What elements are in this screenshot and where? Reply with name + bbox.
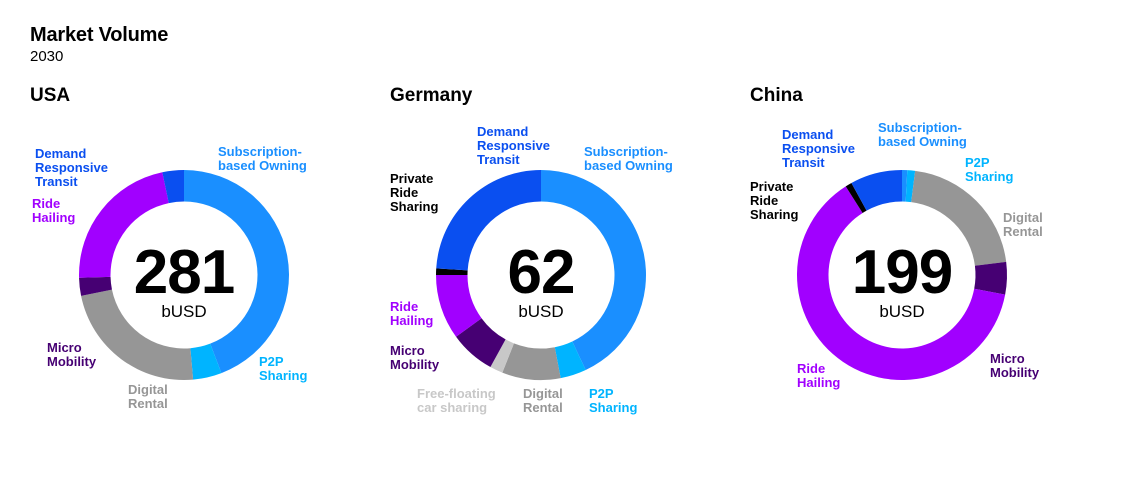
- china-label-private-ride-sharing: Private Ride Sharing: [750, 179, 799, 222]
- china-label-demand-responsive-transit: Demand Responsive Transit: [782, 127, 855, 170]
- usa-label-ride-hailing: Ride Hailing: [32, 196, 76, 225]
- donut-segment-private-ride-sharing: [845, 182, 867, 213]
- donut-segment-subscription-based-owning: [184, 170, 289, 374]
- usa-unit: bUSD: [161, 302, 207, 321]
- chart-title: Market Volume: [30, 24, 169, 46]
- donut-segment-subscription-based-owning: [902, 170, 908, 202]
- donut-segment-demand-responsive-transit: [162, 170, 184, 204]
- germany-label-ride-hailing: Ride Hailing: [390, 299, 434, 328]
- germany-label-p2p-sharing: P2P Sharing: [589, 386, 638, 415]
- germany-label-subscription-based-owning: Subscription- based Owning: [584, 144, 673, 173]
- donut-segment-digital-rental: [502, 343, 561, 380]
- usa-donut: [79, 170, 289, 380]
- usa-label-subscription-based-owning: Subscription- based Owning: [218, 144, 307, 173]
- donut-segment-micro-mobility: [79, 276, 112, 296]
- chart-subtitle: 2030: [30, 48, 64, 65]
- germany-label-micro-mobility: Micro Mobility: [390, 343, 440, 372]
- usa-panel: USA 281 bUSD Demand Responsive Transit S…: [0, 0, 340, 484]
- donut-segment-free-floating-car-sharing: [490, 339, 514, 373]
- donut-segment-p2p-sharing: [190, 343, 222, 380]
- china-label-digital-rental: Digital Rental: [1003, 210, 1043, 239]
- germany-panel: Germany 62 bUSD Private Ride Sharing Dem…: [360, 0, 700, 484]
- donut-segment-subscription-based-owning: [541, 170, 646, 371]
- country-title-usa: USA: [30, 85, 71, 106]
- germany-label-digital-rental: Digital Rental: [523, 386, 563, 415]
- usa-label-p2p-sharing: P2P Sharing: [259, 354, 308, 383]
- usa-label-digital-rental: Digital Rental: [128, 382, 168, 411]
- china-donut: [797, 170, 1007, 380]
- germany-label-demand-responsive-transit: Demand Responsive Transit: [477, 124, 550, 167]
- country-title-germany: Germany: [390, 85, 473, 106]
- china-panel: China 199 bUSD Demand Responsive Transit…: [720, 0, 1060, 484]
- donut-segment-ride-hailing: [436, 275, 482, 337]
- donut-segment-demand-responsive-transit: [436, 170, 541, 271]
- china-label-subscription-based-owning: Subscription- based Owning: [878, 120, 967, 149]
- china-total: 199: [851, 238, 953, 307]
- donut-segment-micro-mobility: [974, 261, 1007, 295]
- germany-label-private-ride-sharing: Private Ride Sharing: [390, 171, 439, 214]
- germany-total: 62: [507, 238, 576, 307]
- donut-segment-private-ride-sharing: [436, 268, 468, 275]
- china-label-ride-hailing: Ride Hailing: [797, 361, 841, 390]
- germany-label-free-floating-car-sharing: Free-floating car sharing: [417, 386, 496, 415]
- usa-total: 281: [133, 238, 235, 307]
- donut-segment-demand-responsive-transit: [851, 170, 902, 211]
- donut-segment-ride-hailing: [79, 172, 169, 278]
- usa-label-micro-mobility: Micro Mobility: [47, 340, 97, 369]
- germany-donut: [436, 170, 646, 380]
- donut-segment-ride-hailing: [797, 186, 1006, 380]
- donut-segment-p2p-sharing: [554, 341, 586, 379]
- usa-label-demand-responsive-transit: Demand Responsive Transit: [35, 146, 108, 189]
- china-label-p2p-sharing: P2P Sharing: [965, 155, 1014, 184]
- country-title-china: China: [750, 85, 803, 106]
- china-label-micro-mobility: Micro Mobility: [990, 351, 1040, 380]
- donut-segment-p2p-sharing: [905, 170, 916, 203]
- donut-segment-micro-mobility: [456, 318, 506, 368]
- donut-segment-digital-rental: [81, 289, 194, 380]
- china-unit: bUSD: [879, 302, 925, 321]
- germany-unit: bUSD: [518, 302, 564, 321]
- donut-segment-digital-rental: [911, 170, 1007, 266]
